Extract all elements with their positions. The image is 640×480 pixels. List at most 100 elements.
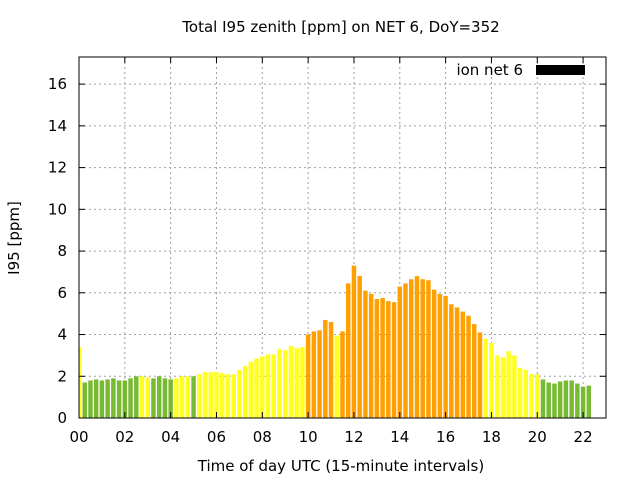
bar <box>93 379 99 418</box>
bar <box>483 338 488 418</box>
bar <box>523 370 529 418</box>
grid-lines <box>79 57 606 418</box>
bar <box>357 276 362 418</box>
bar <box>540 379 546 418</box>
bar <box>185 376 191 418</box>
bar <box>437 293 443 418</box>
bar <box>351 265 357 418</box>
bar <box>254 358 259 418</box>
x-tick-label: 18 <box>482 428 501 446</box>
x-tick-label: 14 <box>390 428 409 446</box>
bar <box>494 355 500 418</box>
bar <box>265 354 271 418</box>
y-tick-label: 14 <box>48 117 67 135</box>
bar <box>472 324 477 418</box>
plot-frame <box>78 56 607 419</box>
bar <box>305 334 311 418</box>
bar <box>368 293 374 418</box>
bar <box>409 279 414 418</box>
bar <box>214 372 219 418</box>
bar <box>300 347 305 418</box>
bar <box>317 330 322 418</box>
bar <box>529 374 534 418</box>
y-axis-title: I95 [ppm] <box>5 201 23 275</box>
bar <box>311 331 317 418</box>
bar <box>380 298 385 418</box>
bar <box>139 376 145 418</box>
bar <box>271 354 276 418</box>
x-tick-label: 16 <box>436 428 455 446</box>
bar <box>363 290 368 418</box>
bar <box>219 373 225 418</box>
bar <box>420 279 425 418</box>
bar <box>116 380 122 418</box>
bar <box>99 380 105 418</box>
x-tick-label: 12 <box>344 428 363 446</box>
y-tick-label: 12 <box>48 159 67 177</box>
bar <box>242 365 248 418</box>
bar <box>414 276 420 418</box>
bar-series <box>79 265 592 418</box>
bar <box>288 346 294 418</box>
bar <box>277 349 282 418</box>
bar <box>517 367 523 418</box>
bar <box>391 302 397 418</box>
bar <box>162 378 168 418</box>
bar <box>575 383 580 418</box>
bar <box>535 374 540 418</box>
bar <box>122 380 128 418</box>
bar <box>248 361 254 418</box>
bar <box>552 383 557 418</box>
bar <box>105 379 110 418</box>
chart-title: Total I95 zenith [ppm] on NET 6, DoY=352 <box>181 18 499 36</box>
bar <box>340 331 345 418</box>
y-tick-label: 6 <box>57 284 67 302</box>
bar <box>168 379 173 418</box>
bar <box>431 289 437 418</box>
bar <box>128 378 133 418</box>
bar <box>82 382 87 418</box>
x-tick-label: 10 <box>299 428 318 446</box>
x-axis-title: Time of day UTC (15-minute intervals) <box>197 457 484 475</box>
x-tick-label: 00 <box>69 428 88 446</box>
bar <box>197 374 202 418</box>
bar <box>426 280 431 418</box>
bar <box>88 380 93 418</box>
bar <box>156 376 162 418</box>
y-tick-label: 8 <box>57 242 67 260</box>
x-tick-label: 20 <box>528 428 547 446</box>
bar <box>79 347 82 418</box>
bar <box>477 332 483 418</box>
y-tick-label: 4 <box>57 326 67 344</box>
bar <box>397 286 403 418</box>
bar <box>506 351 511 418</box>
x-tick-label: 08 <box>253 428 272 446</box>
bar <box>202 372 208 418</box>
y-tick-label: 0 <box>57 409 67 427</box>
bar <box>500 357 506 418</box>
x-tick-label: 06 <box>207 428 226 446</box>
bar <box>386 301 391 418</box>
bar <box>111 378 116 418</box>
bar <box>151 378 156 418</box>
bar <box>563 380 569 418</box>
bar <box>489 342 494 418</box>
bar <box>145 377 150 418</box>
legend: ion net 6 <box>456 61 585 79</box>
bar <box>225 374 231 418</box>
bar <box>323 319 328 418</box>
bar <box>403 283 408 418</box>
bar <box>460 311 466 418</box>
bar <box>282 350 288 418</box>
bar <box>374 299 380 418</box>
bar <box>260 356 265 418</box>
bar <box>580 386 586 418</box>
bar <box>134 376 139 418</box>
bar <box>443 295 448 418</box>
x-tick-label: 04 <box>161 428 180 446</box>
x-tick-label: 02 <box>115 428 134 446</box>
y-tick-label: 10 <box>48 200 67 218</box>
bar <box>328 322 334 418</box>
